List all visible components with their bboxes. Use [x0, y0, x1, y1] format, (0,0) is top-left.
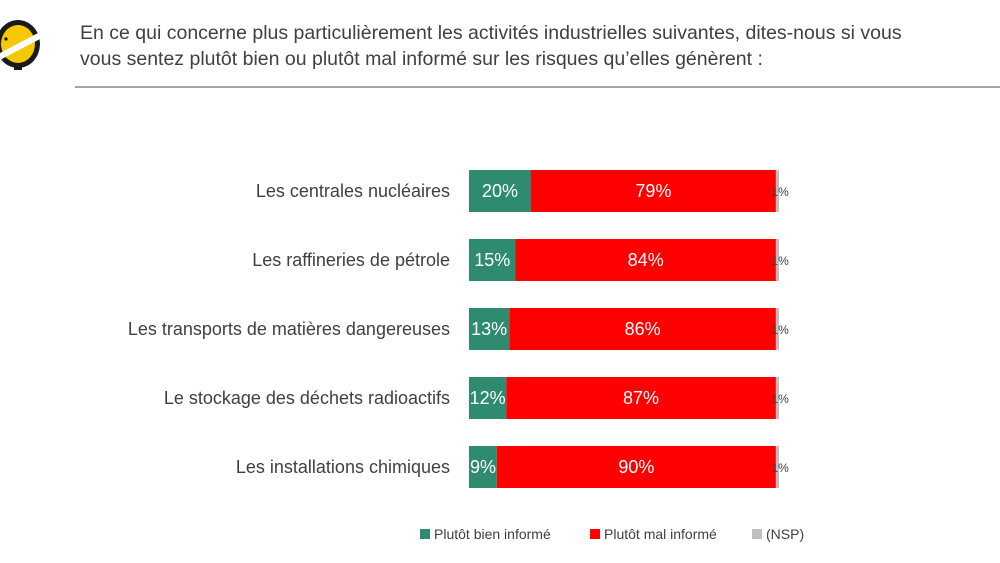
bar-segment-mal: [509, 308, 776, 350]
data-label-mal: 90%: [618, 457, 654, 477]
bar-segment-mal: [515, 239, 776, 281]
data-label-bien: 15%: [474, 250, 510, 270]
legend-label-nsp: (NSP): [766, 526, 804, 542]
bar-segment-mal: [531, 170, 776, 212]
category-label: Les centrales nucléaires: [256, 181, 450, 201]
header-divider: [75, 86, 1000, 88]
data-label-mal: 84%: [628, 250, 664, 270]
data-label-mal: 79%: [635, 181, 671, 201]
bar-segment-bien: [469, 308, 510, 350]
category-label: Le stockage des déchets radioactifs: [164, 388, 450, 408]
data-label-bien: 20%: [482, 181, 518, 201]
legend-swatch-mal: [590, 529, 600, 539]
bar-segment-bien: [469, 170, 531, 212]
question-line-2: vous sentez plutôt bien ou plutôt mal in…: [80, 48, 763, 70]
bar-segment-nsp: [775, 170, 779, 212]
legend-swatch-bien: [420, 529, 430, 539]
category-label: Les raffineries de pétrole: [252, 250, 450, 270]
bar-segment-bien: [469, 239, 516, 281]
bar-segment-bien: [469, 377, 507, 419]
data-label-bien: 12%: [470, 388, 506, 408]
question-text: En ce qui concerne plus particulièrement…: [80, 20, 1000, 72]
legend-swatch-nsp: [752, 529, 762, 539]
data-label-nsp: 1%: [771, 461, 789, 475]
data-label-nsp: 1%: [771, 185, 789, 199]
category-label: Les installations chimiques: [236, 457, 450, 477]
logo-stem: [14, 64, 22, 70]
question-line-1: En ce qui concerne plus particulièrement…: [80, 22, 902, 44]
data-label-mal: 87%: [623, 388, 659, 408]
bar-segment-nsp: [775, 308, 779, 350]
data-label-nsp: 1%: [771, 254, 789, 268]
legend-label-bien: Plutôt bien informé: [434, 526, 551, 542]
data-label-mal: 86%: [625, 319, 661, 339]
bar-segment-nsp: [775, 377, 779, 419]
data-label-bien: 9%: [470, 457, 496, 477]
logo-white-slash: [0, 32, 42, 60]
bar-segment-nsp: [775, 239, 779, 281]
category-label: Les transports de matières dangereuses: [128, 319, 450, 339]
data-label-nsp: 1%: [771, 392, 789, 406]
brand-logo-icon: [0, 20, 42, 70]
data-label-bien: 13%: [471, 319, 507, 339]
bar-segment-mal: [496, 446, 776, 488]
logo-dot: [4, 37, 8, 41]
bar-segment-bien: [469, 446, 497, 488]
legend-label-mal: Plutôt mal informé: [604, 526, 717, 542]
data-label-nsp: 1%: [771, 323, 789, 337]
bar-segment-mal: [506, 377, 776, 419]
bar-segment-nsp: [775, 446, 779, 488]
